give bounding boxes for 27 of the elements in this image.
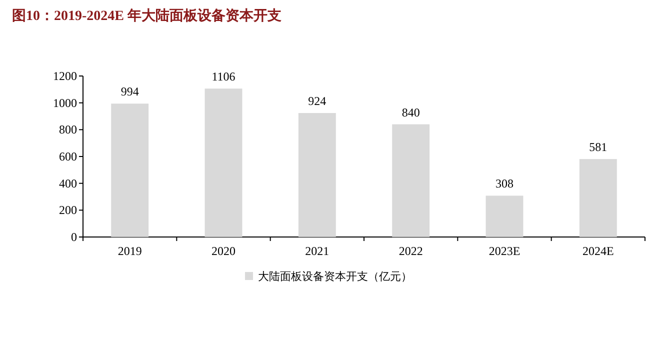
bar: [579, 159, 617, 237]
y-tick-label: 400: [59, 176, 77, 190]
y-tick-label: 200: [59, 203, 77, 218]
data-label: 581: [589, 140, 608, 154]
x-tick-label: 2023E: [488, 244, 520, 258]
data-label: 924: [308, 94, 326, 108]
y-tick-label: 800: [59, 122, 77, 137]
x-tick-label: 2019: [118, 244, 142, 258]
x-tick-label: 2024E: [582, 244, 614, 258]
bar: [392, 124, 430, 237]
x-tick-label: 2020: [212, 244, 236, 258]
data-label: 308: [496, 176, 514, 191]
y-tick-label: 1000: [53, 96, 77, 110]
data-label: 840: [402, 105, 420, 120]
y-tick-label: 1200: [53, 69, 77, 83]
x-tick-label: 2022: [398, 244, 423, 258]
y-tick-label: 0: [71, 230, 77, 244]
y-tick-label: 600: [59, 150, 77, 164]
bar: [486, 196, 524, 237]
legend-label: 大陆面板设备资本开支（亿元）: [258, 270, 412, 283]
data-label: 1106: [212, 70, 236, 84]
x-tick-label: 2021: [305, 244, 330, 258]
data-label: 994: [120, 84, 139, 99]
bar: [204, 88, 242, 237]
chart-title: 图10：2019-2024E 年大陆面板设备资本开支: [12, 8, 282, 24]
bar: [298, 113, 336, 237]
bar: [111, 104, 149, 237]
